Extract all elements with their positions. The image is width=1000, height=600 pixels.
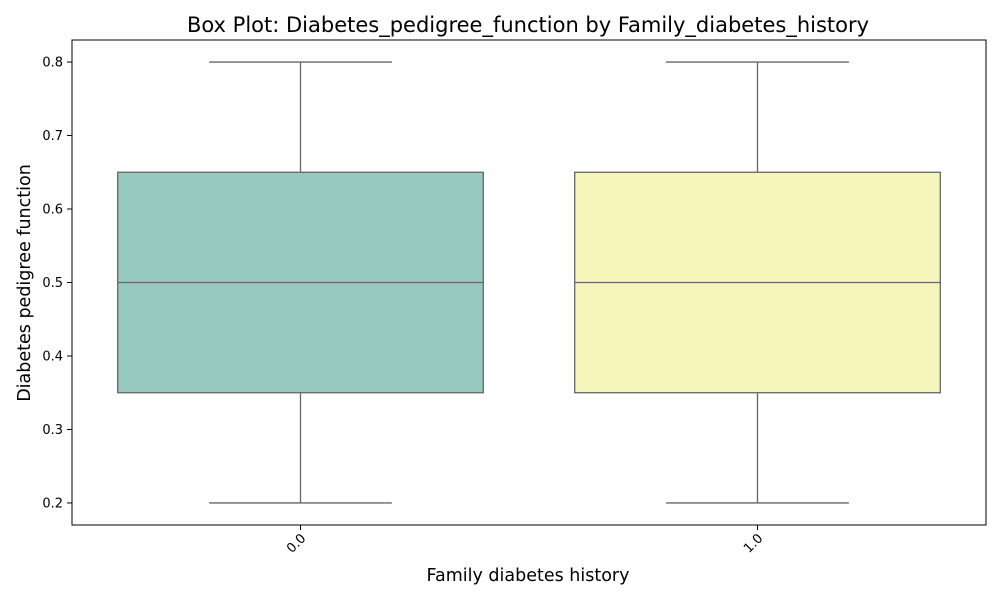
- y-tick-label: 0.8: [42, 56, 63, 71]
- plot-area: [117, 61, 941, 504]
- x-axis-label: Family diabetes history: [427, 566, 630, 586]
- box-group-1.0: [574, 61, 941, 504]
- y-tick-label: 0.5: [42, 276, 63, 291]
- chart-title: Box Plot: Diabetes_pedigree_function by …: [187, 13, 869, 38]
- y-axis-label: Diabetes pedigree function: [15, 164, 35, 402]
- y-tick-label: 0.4: [42, 349, 63, 364]
- box-group-0.0: [117, 61, 484, 504]
- axes: 0.2 0.3 0.4 0.5 0.6 0.7 0.8 0.0 1.0: [42, 56, 766, 557]
- x-tick-label: 0.0: [284, 531, 309, 556]
- x-tick-label: 1.0: [741, 531, 766, 556]
- y-tick-label: 0.6: [42, 203, 63, 218]
- y-tick-label: 0.2: [42, 496, 63, 511]
- y-tick-label: 0.3: [42, 423, 63, 438]
- y-tick-label: 0.7: [42, 129, 63, 144]
